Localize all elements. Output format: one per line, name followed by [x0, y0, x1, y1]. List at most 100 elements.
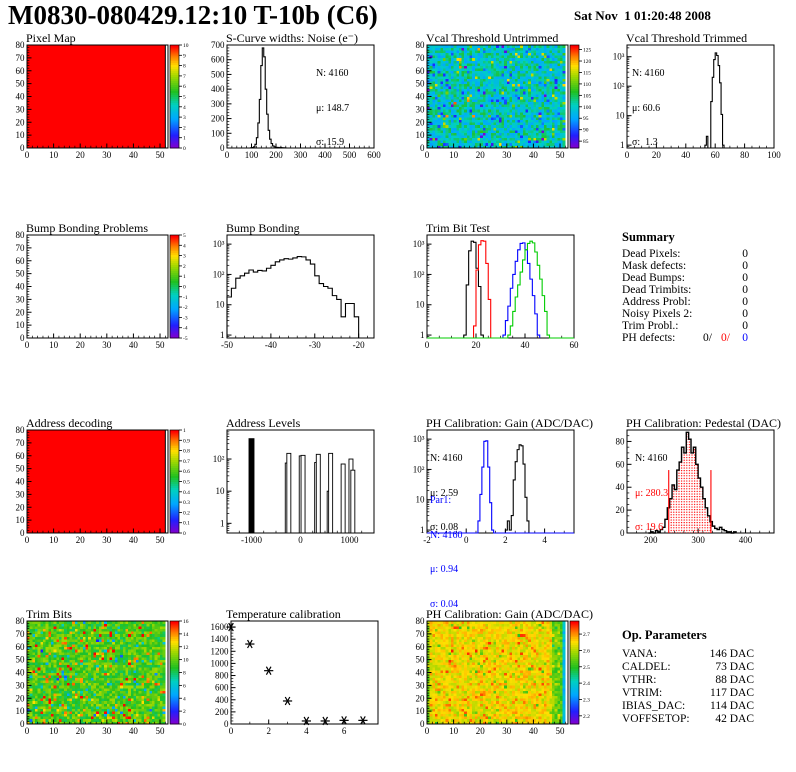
svg-text:10: 10 [416, 495, 426, 505]
svg-text:200: 200 [644, 535, 658, 545]
summary-label: Noisy Pixels 2: [622, 308, 693, 320]
stat-entries: N: 4160 [316, 68, 349, 79]
summary-value: 0 [742, 284, 748, 296]
svg-text:30: 30 [102, 340, 112, 350]
svg-text:700: 700 [211, 40, 225, 50]
svg-text:0: 0 [225, 150, 230, 160]
summary-label: Trim Probl.: [622, 320, 679, 332]
ph-defects-blue: 0 [742, 332, 748, 344]
plot-address-decoding: Address decoding 0 10 20 30 40 50 0 10 20 30 40 50 6… [0, 415, 200, 565]
svg-text:60: 60 [570, 340, 580, 350]
svg-text:0: 0 [625, 150, 630, 160]
svg-text:30: 30 [16, 104, 26, 114]
svg-text:400: 400 [211, 84, 225, 94]
stats-box-par1: Par1: N: 4160 μ: 0.94 σ: 0.04 [430, 472, 463, 633]
svg-text:30: 30 [102, 150, 112, 160]
summary-panel: Summary Dead Pixels: 0 Mask defects: 0 Dea… [600, 220, 796, 380]
svg-text:0.8: 0.8 [183, 449, 190, 455]
stats-box: N: 4160 μ: 148.7 σ: 15.9 [316, 45, 349, 172]
svg-text:10²: 10² [213, 454, 225, 464]
svg-text:20: 20 [16, 307, 26, 317]
svg-text:300: 300 [294, 150, 308, 160]
svg-text:60: 60 [16, 66, 26, 76]
svg-text:1: 1 [420, 525, 425, 535]
timestamp: Sat Nov 1 01:20:48 2008 [574, 8, 711, 23]
stat-sigma: σ: 19.6 [635, 522, 664, 533]
svg-text:80: 80 [616, 436, 626, 446]
svg-text:80: 80 [416, 40, 426, 50]
svg-text:0.6: 0.6 [183, 469, 190, 475]
svg-text:1: 1 [220, 330, 225, 340]
svg-text:60: 60 [711, 150, 721, 160]
svg-text:-5: -5 [183, 336, 188, 342]
plot-bump-bonding: Bump Bonding -50 -40 -30 -20 1 10 10² 10³ [200, 220, 400, 370]
svg-text:80: 80 [16, 230, 26, 240]
plot-vcal-untrimmed: Vcal Threshold Untrimmed 0 10 20 30 40 50 0 10 2… [400, 30, 600, 180]
svg-text:2: 2 [503, 535, 508, 545]
op-label: IBIAS_DAC: [622, 700, 686, 712]
op-label: CALDEL: [622, 661, 671, 673]
plot-title: PH Calibration: Pedestal (DAC) [626, 416, 781, 430]
svg-text:5: 5 [183, 233, 186, 239]
svg-text:200: 200 [269, 150, 283, 160]
svg-text:0: 0 [183, 146, 186, 152]
summary-row: Trim Probl.: 0 [600, 320, 796, 332]
plot-title: PH Calibration: Gain (ADC/DAC) [426, 607, 593, 621]
svg-text:10³: 10³ [413, 434, 425, 444]
plot-title: Temperature calibration [226, 607, 341, 621]
summary-value: 0 [742, 320, 748, 332]
svg-text:70: 70 [416, 53, 426, 63]
svg-text:40: 40 [16, 282, 26, 292]
svg-text:40: 40 [416, 92, 426, 102]
svg-text:105: 105 [583, 93, 592, 99]
svg-text:5: 5 [183, 95, 186, 101]
svg-text:0: 0 [220, 143, 225, 153]
svg-text:0: 0 [620, 528, 625, 538]
svg-text:60: 60 [416, 66, 426, 76]
svg-text:10: 10 [16, 130, 26, 140]
svg-text:85: 85 [583, 139, 589, 145]
stat-entries: N: 4160 [632, 68, 665, 79]
op-label: VANA: [622, 648, 657, 660]
svg-text:50: 50 [156, 340, 166, 350]
stat-entries: N: 4160 [635, 453, 668, 464]
op-label: VTRIM: [622, 687, 663, 699]
svg-text:2: 2 [183, 125, 186, 131]
summary-label: Address Probl: [622, 296, 691, 308]
svg-text:-2: -2 [183, 305, 188, 311]
op-parameter-row: CALDEL: 73 DAC [600, 661, 796, 673]
svg-text:40: 40 [129, 340, 139, 350]
svg-text:40: 40 [16, 477, 26, 487]
summary-row: Mask defects: 0 [600, 260, 796, 272]
op-parameter-row: VANA: 146 DAC [600, 648, 796, 660]
svg-text:3: 3 [183, 115, 186, 121]
svg-text:10: 10 [216, 486, 226, 496]
svg-text:0: 0 [420, 143, 425, 153]
stat-sigma: σ: 0.08 [430, 522, 459, 533]
svg-text:0.3: 0.3 [183, 500, 190, 506]
op-label: VTHR: [622, 674, 657, 686]
svg-text:125: 125 [583, 48, 592, 54]
svg-text:-1000: -1000 [241, 535, 262, 545]
svg-text:20: 20 [472, 340, 482, 350]
svg-text:0.1: 0.1 [183, 521, 190, 527]
svg-text:9: 9 [183, 53, 186, 59]
op-value: 114 DAC [710, 700, 754, 712]
summary-label: Dead Trimbits: [622, 284, 692, 296]
svg-text:10: 10 [16, 515, 26, 525]
svg-text:40: 40 [681, 150, 691, 160]
ph-defects-black: 0/ [703, 332, 712, 344]
svg-text:-40: -40 [265, 340, 277, 350]
svg-text:20: 20 [16, 117, 26, 127]
svg-text:10: 10 [183, 43, 189, 49]
svg-text:10: 10 [49, 340, 59, 350]
summary-value: 0 [742, 272, 748, 284]
svg-text:20: 20 [76, 150, 86, 160]
plot-scurve-noise: S-Curve widths: Noise (e⁻) N: 4160 μ: 14… [200, 30, 400, 180]
svg-text:30: 30 [416, 104, 426, 114]
svg-text:0: 0 [25, 150, 30, 160]
svg-text:0: 0 [25, 535, 30, 545]
svg-text:0: 0 [298, 535, 303, 545]
plot-title: Trim Bit Test [426, 221, 490, 235]
svg-text:400: 400 [739, 535, 753, 545]
